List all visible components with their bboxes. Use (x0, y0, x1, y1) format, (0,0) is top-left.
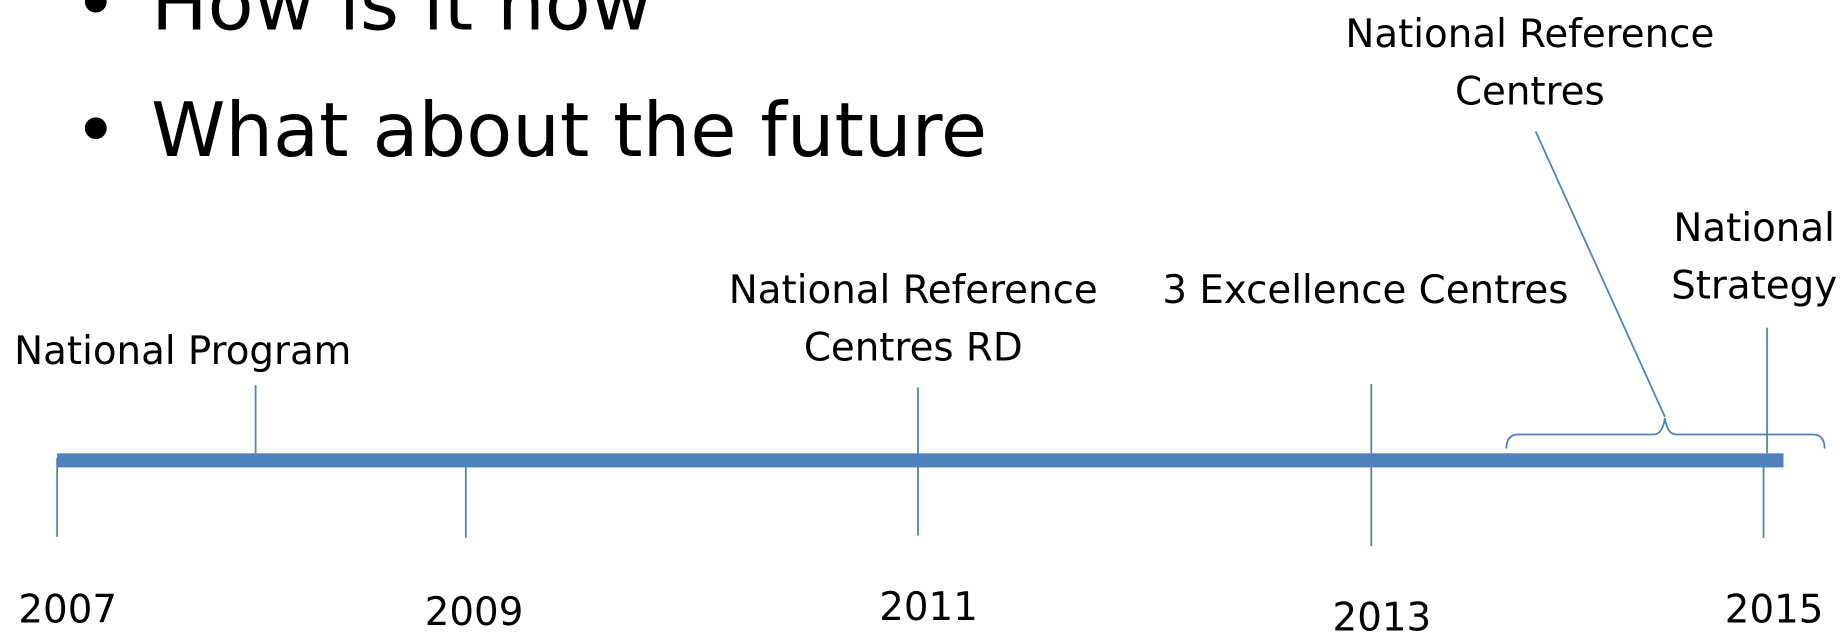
brace (1505, 417, 1826, 449)
labels: 2007 2009 2011 2013 2015 National Program Nati… (14, 12, 1837, 633)
timeline-bar (57, 453, 1784, 468)
event-label: Centres (1455, 70, 1605, 115)
timeline-ticks (56, 131, 1826, 547)
event-label: Strategy (1671, 263, 1837, 308)
bullet-text: What about the future (151, 86, 987, 174)
bullet-dot: • (74, 86, 118, 174)
year-label: 2009 (425, 590, 524, 633)
bullet-text: How is it now (151, 0, 652, 47)
year-label: 2011 (879, 585, 978, 630)
event-label: National Reference (729, 268, 1098, 313)
event-label: National Reference (1345, 12, 1714, 57)
bullet-dot: • (74, 0, 118, 47)
event-label: National (1673, 206, 1834, 251)
connector (1534, 131, 1666, 418)
event-label: 3 Excellence Centres (1162, 268, 1568, 313)
bullet-list: • How is it now • What about the future (74, 0, 988, 174)
year-label: 2007 (18, 587, 117, 632)
year-label: 2013 (1333, 596, 1432, 633)
year-label: 2015 (1725, 587, 1824, 632)
event-label: National Program (14, 329, 351, 374)
event-label: Centres RD (804, 326, 1023, 371)
